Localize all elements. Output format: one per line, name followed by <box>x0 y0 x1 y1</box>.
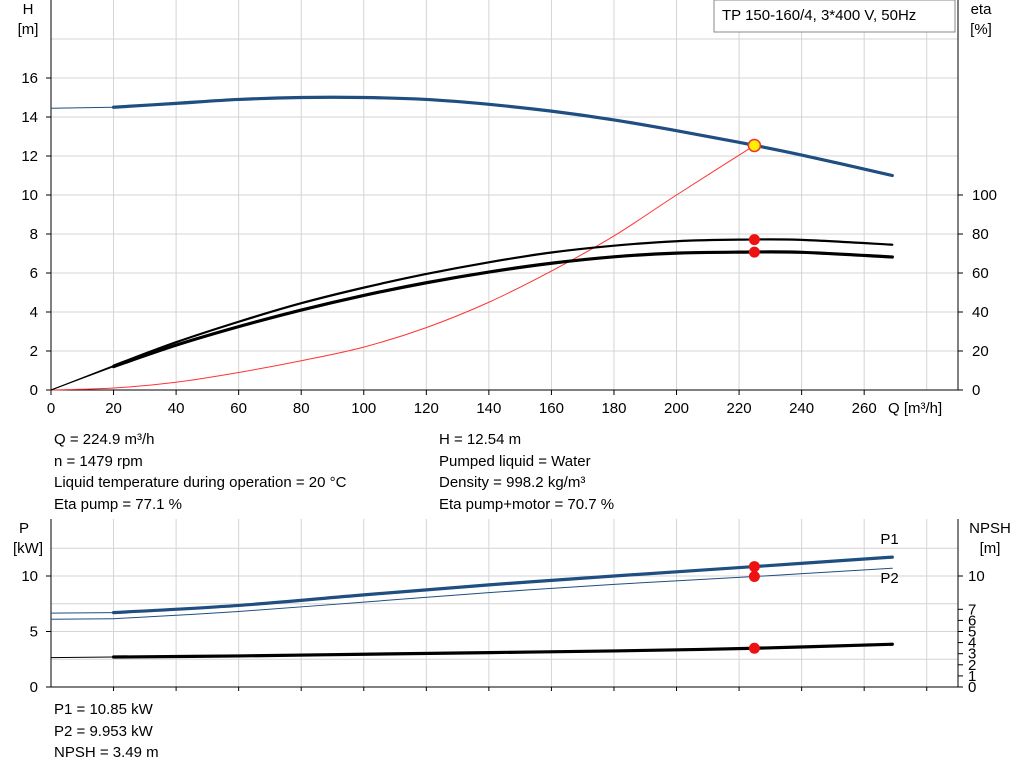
bottom-chart-grid <box>46 519 963 691</box>
top-right-tick-label: 60 <box>972 265 989 282</box>
operating-point-npsh <box>748 642 760 654</box>
bottom-right-tick-label: 6 <box>968 612 976 629</box>
info-top-right: H = 12.54 m Pumped liquid = Water Densit… <box>439 429 614 515</box>
top-x-tick-label: 160 <box>539 400 564 417</box>
top-left-tick-label: 6 <box>30 265 38 282</box>
top-chart-grid <box>46 0 963 395</box>
bottom-series-2-lead-line <box>50 656 114 659</box>
top-x-axis-label: Q [m³/h] <box>888 400 942 417</box>
bottom-series-0-line <box>111 555 894 615</box>
operating-point-eta-total <box>748 246 760 258</box>
eta-total-value: Eta pump+motor = 70.7 % <box>439 495 615 513</box>
series-label-p2: P2 <box>880 570 898 587</box>
series-label-p1: P1 <box>880 531 898 548</box>
eta-pump-value: Eta pump = 77.1 % <box>54 495 182 513</box>
top-x-tick-label: 100 <box>351 400 376 417</box>
top-x-tick-label: 60 <box>230 400 247 417</box>
chart-title: TP 150-160/4, 3*400 V, 50Hz <box>722 7 916 24</box>
top-x-tick-label: 220 <box>727 400 752 417</box>
bottom-right-tick-label: 1 <box>968 668 976 685</box>
liquid-temperature-value: Liquid temperature during operation = 20… <box>54 474 347 491</box>
top-series-3-line <box>111 250 894 369</box>
flow-value: Q = 224.9 m³/h <box>54 431 155 448</box>
top-left-tick-label: 4 <box>30 304 38 321</box>
bottom-left-tick-label: 10 <box>21 568 38 585</box>
top-x-tick-label: 240 <box>789 400 814 417</box>
top-x-tick-label: 40 <box>168 400 185 417</box>
top-right-tick-label: 100 <box>972 187 997 204</box>
top-left-tick-label: 12 <box>21 148 38 165</box>
head-value: H = 12.54 m <box>439 431 522 448</box>
top-right-tick-label: 80 <box>972 226 989 243</box>
top-left-tick-label: 8 <box>30 226 38 243</box>
top-left-tick-label: 2 <box>30 343 38 360</box>
top-left-tick-label: 10 <box>21 187 38 204</box>
info-top-left: Q = 224.9 m³/h n = 1479 rpm Liquid tempe… <box>54 429 346 515</box>
npsh-value: NPSH = 3.49 m <box>54 744 159 761</box>
top-x-tick-label: 200 <box>664 400 689 417</box>
bottom-right-tick-label: 5 <box>968 624 976 641</box>
top-x-tick-label: 80 <box>293 400 310 417</box>
bottom-left-tick-label: 0 <box>30 679 38 696</box>
top-x-tick-label: 120 <box>414 400 439 417</box>
chart-title-box: TP 150-160/4, 3*400 V, 50Hz <box>713 0 956 33</box>
top-x-tick-label: 140 <box>476 400 501 417</box>
speed-value: n = 1479 rpm <box>54 452 143 470</box>
top-left-tick-label: 16 <box>21 70 38 87</box>
bottom-right-tick-label: 4 <box>968 635 976 652</box>
operating-point-head-marker <box>747 138 762 153</box>
top-x-tick-label: 0 <box>47 400 55 417</box>
bottom-right-tick-label: 10 <box>968 568 985 585</box>
top-series-0-line <box>111 95 894 178</box>
top-left-tick-label: 0 <box>30 382 38 399</box>
top-left-tick-label: 14 <box>21 109 38 126</box>
top-left-axis-label-name: H <box>23 1 34 18</box>
bottom-series-0-lead-line <box>50 612 114 614</box>
bottom-series-1-lead-line <box>50 618 114 620</box>
top-x-tick-label: 20 <box>105 400 122 417</box>
bottom-left-axis-label-unit: [kW] <box>13 540 43 557</box>
bottom-left-tick-label: 5 <box>30 624 38 641</box>
top-right-tick-label: 40 <box>972 304 989 321</box>
bottom-right-tick-label: 0 <box>968 679 976 696</box>
operating-point-p1 <box>748 561 760 573</box>
operating-point-eta-pump <box>748 234 760 246</box>
bottom-right-axis-label-unit: [m] <box>980 540 1001 557</box>
bottom-right-tick-label: 2 <box>968 657 976 674</box>
top-right-axis-label-unit: [%] <box>970 21 992 38</box>
operating-point-p2 <box>748 571 760 583</box>
top-series-3-lead-line <box>50 366 114 391</box>
density-value: Density = 998.2 kg/m³ <box>439 474 586 491</box>
info-bottom: P1 = 10.85 kW P2 = 9.953 kW NPSH = 3.49 … <box>54 699 159 764</box>
p1-value: P1 = 10.85 kW <box>54 701 153 718</box>
pumped-liquid-value: Pumped liquid = Water <box>439 452 591 470</box>
bottom-right-axis-label-name: NPSH <box>969 520 1011 537</box>
p2-value: P2 = 9.953 kW <box>54 722 153 740</box>
top-x-tick-label: 260 <box>852 400 877 417</box>
top-series-2-line <box>112 238 894 367</box>
bottom-left-axis-label-name: P <box>19 520 29 537</box>
bottom-chart-series <box>50 555 894 659</box>
bottom-right-tick-label: 7 <box>968 601 976 618</box>
top-x-tick-label: 180 <box>601 400 626 417</box>
top-series-0-lead-line <box>50 106 114 109</box>
bottom-series-2-line <box>111 642 894 659</box>
bottom-right-tick-label: 3 <box>968 646 976 663</box>
top-left-axis-label-unit: [m] <box>18 21 39 38</box>
top-right-tick-label: 20 <box>972 343 989 360</box>
top-right-axis-label-name: eta <box>971 1 993 18</box>
top-right-tick-label: 0 <box>972 382 980 399</box>
top-series-1-line <box>50 144 755 391</box>
top-chart-series <box>50 95 894 391</box>
